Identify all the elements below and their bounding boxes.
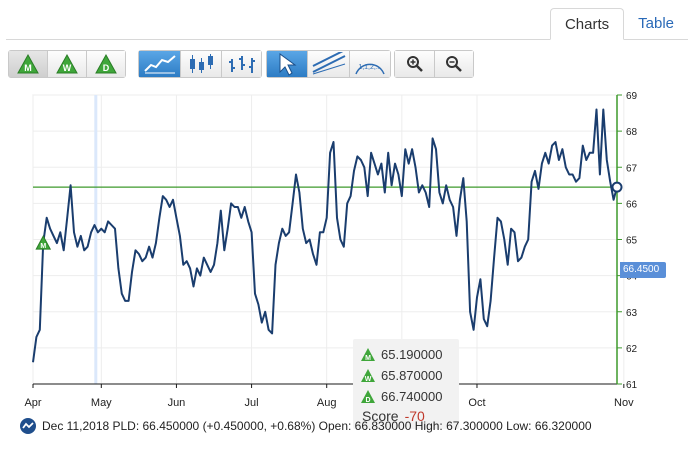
fibonacci-icon: 1,1,2,... — [355, 63, 385, 75]
zoom-out-button[interactable] — [435, 51, 473, 77]
fibonacci-tool-button[interactable]: 1,1,2,... — [350, 51, 390, 77]
weekly-rating-icon: W — [361, 368, 375, 382]
grid-lines — [32, 94, 625, 385]
price-chart-svg[interactable]: AprMayJunJulAugSepOctNov 616263646566676… — [0, 82, 694, 412]
tooltip-value-weekly: 65.870000 — [381, 367, 443, 383]
zoom-out-icon — [446, 56, 462, 72]
daily-rating-icon: D — [95, 54, 117, 74]
monthly-rating-icon: M — [17, 54, 39, 74]
y-tick-label: 67 — [626, 163, 638, 174]
weekly-rating-button[interactable]: W — [48, 51, 87, 77]
x-tick-label: Oct — [468, 397, 485, 409]
rating-marker-letter: M — [40, 243, 46, 250]
rating-period-group: M W D — [8, 50, 126, 78]
score-value: -70 — [404, 408, 425, 424]
trendline-icon — [312, 52, 345, 75]
chart-type-group — [138, 50, 262, 78]
weekly-rating-icon: W — [56, 54, 78, 74]
tooltip-row-weekly: W 65.870000 — [361, 366, 442, 384]
x-tick-label: Jun — [168, 397, 186, 409]
candlestick-chart-button[interactable] — [181, 51, 222, 77]
y-tick-label: 66 — [626, 199, 638, 210]
current-price-badge: 66.4500 — [620, 262, 666, 278]
y-tick-label: 62 — [626, 344, 638, 355]
monthly-rating-button[interactable]: M — [9, 51, 48, 77]
trendline-tool-button[interactable] — [308, 51, 350, 77]
cursor-icon — [279, 53, 297, 76]
candlestick-chart-icon — [190, 54, 213, 73]
daily-rating-letter: D — [103, 63, 110, 73]
x-tick-label: Jul — [245, 397, 259, 409]
daily-rating-button[interactable]: D — [87, 51, 125, 77]
tooltip-letter-daily: D — [365, 397, 370, 403]
x-tick-label: May — [91, 397, 112, 409]
tooltip-value-monthly: 65.190000 — [381, 346, 443, 362]
tooltip-letter-weekly: W — [365, 376, 372, 382]
zoom-group — [394, 50, 474, 78]
last-price-point — [611, 181, 623, 193]
zoom-in-icon — [406, 56, 423, 72]
tooltip-value-daily: 66.740000 — [381, 388, 443, 404]
tooltip-row-daily: D 66.740000 — [361, 387, 442, 405]
line-chart-button[interactable] — [139, 51, 181, 77]
tooltip-score: Score -70 — [362, 408, 425, 424]
y-axis: 616263646566676869 — [616, 91, 638, 391]
y-tick-label: 65 — [626, 236, 638, 247]
view-tabs: Charts Table — [549, 8, 688, 40]
tab-table[interactable]: Table — [638, 15, 674, 32]
ohlc-bar-chart-button[interactable] — [222, 51, 261, 77]
cursor-tool-button[interactable] — [267, 51, 308, 77]
y-tick-label: 61 — [626, 380, 638, 391]
quote-summary: Dec 11,2018 PLD: 66.450000 (+0.450000, +… — [42, 419, 592, 433]
daily-rating-icon: D — [361, 389, 375, 403]
x-tick-label: Nov — [614, 397, 634, 409]
tooltip-letter-monthly: M — [365, 355, 371, 361]
zoom-in-button[interactable] — [395, 51, 435, 77]
weekly-rating-letter: W — [63, 63, 72, 73]
tooltip-row-monthly: M 65.190000 — [361, 345, 442, 363]
highlight-band — [94, 95, 98, 384]
x-tick-label: Aug — [317, 397, 337, 409]
tab-charts[interactable]: Charts — [549, 8, 625, 40]
y-tick-label: 69 — [626, 91, 638, 102]
quote-footer: Dec 11,2018 PLD: 66.450000 (+0.450000, +… — [20, 416, 592, 436]
line-chart-icon — [143, 55, 176, 74]
chart-panel — [6, 39, 688, 451]
x-tick-label: Apr — [24, 397, 41, 409]
ohlc-bar-chart-icon — [228, 56, 255, 73]
fibonacci-label: 1,1,2,... — [358, 64, 381, 71]
stock-logo-icon — [20, 418, 36, 434]
rating-tooltip: M 65.190000 W 65.870000 D 66.740000 Scor… — [353, 339, 459, 429]
price-series-line — [32, 108, 618, 363]
rating-marker-icon — [35, 235, 52, 250]
rating-markers: M — [35, 235, 52, 250]
score-label: Score — [362, 408, 399, 424]
price-chart[interactable]: AprMayJunJulAugSepOctNov 616263646566676… — [0, 82, 694, 429]
x-axis: AprMayJunJulAugSepOctNov — [24, 383, 634, 409]
drawing-tools-group: 1,1,2,... — [266, 50, 391, 78]
y-tick-label: 63 — [626, 308, 638, 319]
monthly-rating-icon: M — [361, 347, 375, 361]
monthly-rating-letter: M — [24, 63, 32, 73]
y-tick-label: 68 — [626, 127, 638, 138]
